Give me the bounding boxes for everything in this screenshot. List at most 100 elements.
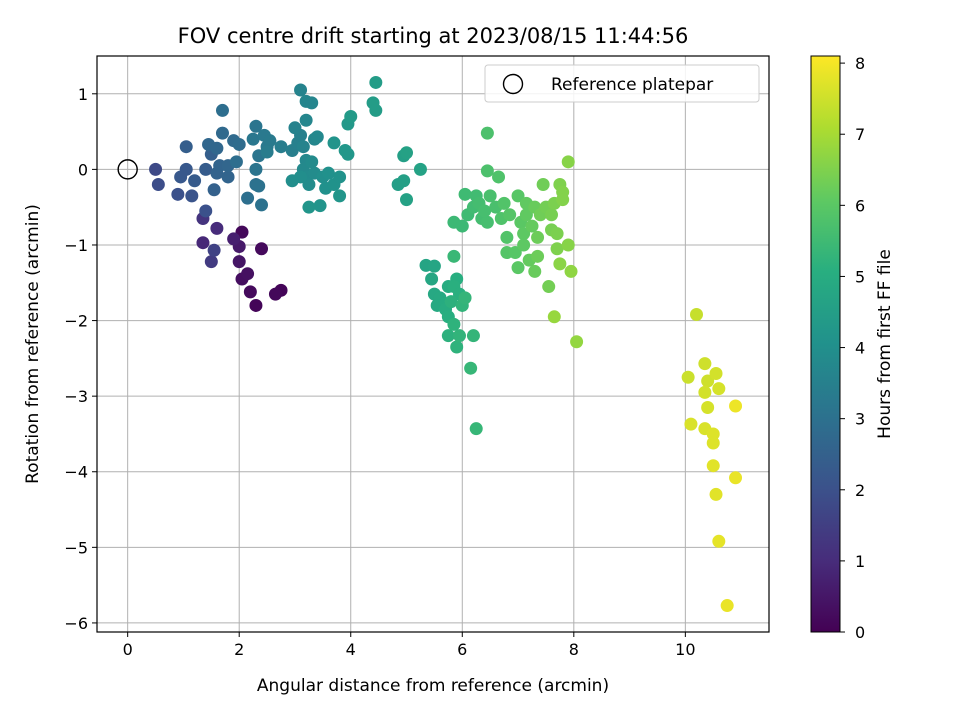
data-point (305, 96, 319, 110)
data-point (288, 121, 302, 135)
data-point (246, 132, 260, 146)
x-tick-label: 0 (123, 640, 133, 659)
data-point (500, 230, 514, 244)
data-point (531, 230, 545, 244)
data-point (517, 227, 531, 241)
colorbar-tick-label: 0 (855, 623, 865, 642)
colorbar-ticks: 0 1 2 3 4 5 6 7 8 (840, 54, 865, 642)
data-point (344, 109, 358, 123)
legend-label: Reference platepar (551, 75, 713, 95)
x-tick-label: 10 (675, 640, 695, 659)
data-point (561, 238, 575, 252)
grid (97, 56, 769, 632)
colorbar-gradient (810, 55, 841, 633)
data-point (450, 340, 464, 354)
data-point (480, 126, 494, 140)
colorbar-tick-label: 3 (855, 410, 865, 429)
data-point (550, 227, 564, 241)
data-point (249, 162, 263, 176)
colorbar-tick-label: 2 (855, 481, 865, 500)
reference-marker (117, 159, 138, 180)
data-point (706, 436, 720, 450)
y-tick-label: −3 (64, 387, 88, 406)
y-tick-label: −1 (64, 236, 88, 255)
legend-box (484, 64, 760, 103)
data-point (241, 267, 255, 281)
legend: Reference platepar (484, 64, 760, 103)
data-point (681, 370, 695, 384)
data-point (249, 119, 263, 133)
scatter-points (149, 75, 743, 613)
data-point (210, 221, 224, 235)
data-point (207, 243, 221, 257)
data-point (458, 187, 472, 201)
data-point (528, 264, 542, 278)
data-point (684, 417, 698, 431)
data-point (221, 170, 235, 184)
data-point (210, 141, 224, 155)
data-point (227, 232, 241, 246)
reference-platepar-point (117, 159, 138, 180)
data-point (545, 208, 559, 222)
data-point (199, 204, 213, 218)
data-point (508, 246, 522, 260)
data-point (497, 196, 511, 210)
data-point (556, 193, 570, 207)
data-point (525, 219, 539, 233)
x-axis: 0 2 4 6 8 10 (123, 632, 696, 659)
x-tick-label: 4 (346, 640, 356, 659)
data-point (397, 174, 411, 188)
colorbar-tick-label: 8 (855, 54, 865, 73)
data-point (452, 329, 466, 343)
y-axis-label: Rotation from reference (arcmin) (23, 204, 43, 484)
chart-title: FOV centre drift starting at 2023/08/15 … (178, 24, 689, 48)
data-point (729, 471, 743, 485)
data-point (400, 146, 414, 160)
data-point (464, 361, 478, 375)
data-point (294, 83, 308, 97)
data-point (709, 487, 723, 501)
data-point (260, 145, 274, 159)
data-point (561, 155, 575, 169)
data-point (215, 126, 229, 140)
data-point (333, 170, 347, 184)
data-point (188, 174, 202, 188)
data-point (547, 310, 561, 324)
data-point (268, 287, 282, 301)
data-point (690, 308, 704, 322)
data-point (698, 385, 712, 399)
x-axis-label: Angular distance from reference (arcmin) (257, 676, 609, 696)
data-point (698, 357, 712, 371)
data-point (310, 130, 324, 144)
data-point (531, 249, 545, 263)
data-point (285, 174, 299, 188)
y-tick-label: −6 (64, 614, 88, 633)
data-point (729, 399, 743, 413)
data-point (480, 164, 494, 178)
colorbar-tick-label: 5 (855, 267, 865, 286)
data-point (511, 189, 525, 203)
data-point (305, 155, 319, 169)
data-point (207, 183, 221, 197)
plot-frame (96, 55, 770, 633)
data-point (553, 257, 567, 271)
y-axis: 1 0 −1 −2 −3 −4 −5 −6 (64, 85, 97, 633)
colorbar-tick-label: 1 (855, 552, 865, 571)
data-point (519, 208, 533, 222)
data-point (255, 242, 269, 256)
data-point (427, 259, 441, 273)
data-point (466, 329, 480, 343)
data-point (199, 162, 213, 176)
data-point (701, 374, 715, 388)
data-point (229, 155, 243, 169)
data-point (196, 236, 210, 250)
data-point (503, 208, 517, 222)
data-point (511, 261, 525, 275)
data-point (215, 103, 229, 117)
data-point (185, 189, 199, 203)
x-tick-label: 6 (457, 640, 467, 659)
data-point (542, 280, 556, 294)
data-point (447, 317, 461, 331)
y-tick-label: −5 (64, 538, 88, 557)
